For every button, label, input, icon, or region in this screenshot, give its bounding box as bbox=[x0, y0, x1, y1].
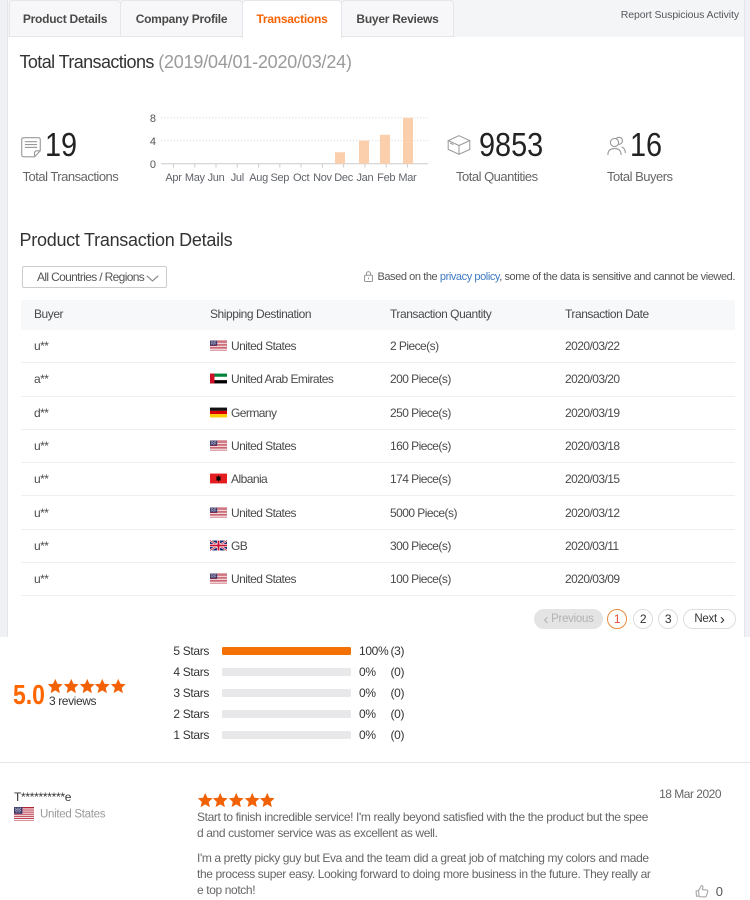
svg-text:Jun: Jun bbox=[208, 172, 225, 184]
svg-text:Feb: Feb bbox=[377, 172, 395, 184]
svg-text:Jan: Jan bbox=[356, 172, 373, 184]
svg-text:Jul: Jul bbox=[231, 172, 244, 184]
svg-text:May: May bbox=[185, 172, 206, 184]
svg-text:Nov: Nov bbox=[313, 172, 332, 184]
svg-text:Aug: Aug bbox=[249, 172, 268, 184]
svg-text:Apr: Apr bbox=[165, 172, 182, 184]
svg-text:Mar: Mar bbox=[398, 172, 417, 184]
svg-text:8: 8 bbox=[150, 113, 156, 125]
svg-text:4: 4 bbox=[150, 136, 156, 148]
svg-text:Sep: Sep bbox=[270, 172, 289, 184]
svg-text:Oct: Oct bbox=[293, 172, 309, 184]
svg-text:Dec: Dec bbox=[334, 172, 353, 184]
svg-text:0: 0 bbox=[150, 159, 156, 171]
